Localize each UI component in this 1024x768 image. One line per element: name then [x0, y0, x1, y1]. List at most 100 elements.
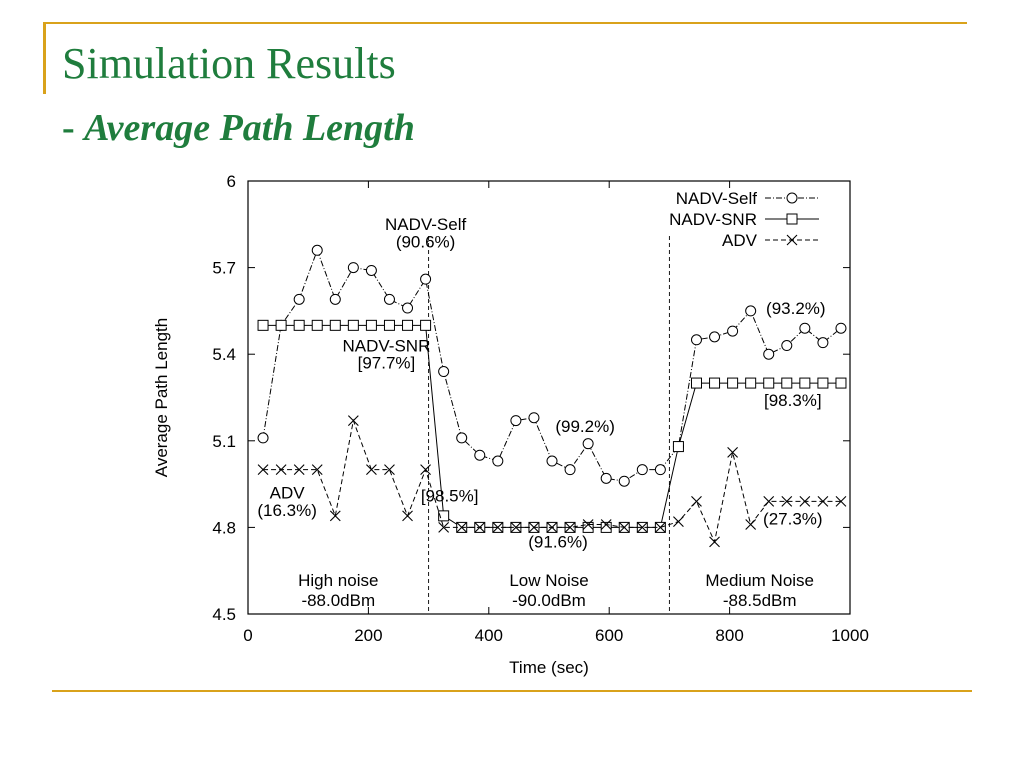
x-stroke: [636, 522, 648, 533]
data-point-adv: [384, 464, 395, 476]
x-stroke: [438, 522, 450, 533]
data-point-adv: [402, 510, 413, 522]
data-point-nadv-self: [365, 264, 377, 276]
legend-label: NADV-Self: [676, 189, 758, 208]
data-point-nadv-self: [510, 415, 522, 427]
data-point-nadv-self: [474, 449, 486, 461]
x-stroke: [347, 415, 359, 426]
chart-annotation: (93.2%): [766, 299, 826, 318]
x-tick-label: 0: [243, 626, 252, 645]
data-point-nadv-snr: [781, 377, 793, 389]
plot-frame: [247, 180, 851, 615]
slide-title: Simulation Results: [62, 39, 396, 88]
data-point-adv: [636, 522, 648, 533]
x-stroke: [727, 446, 738, 458]
data-point-nadv-self: [438, 366, 450, 378]
data-point-adv: [799, 496, 811, 507]
data-point-nadv-snr: [835, 377, 847, 389]
data-point-adv: [727, 446, 738, 458]
data-point-nadv-self: [835, 322, 847, 334]
data-point-nadv-snr: [709, 377, 721, 389]
legend-marker: [786, 234, 798, 246]
data-point-nadv-snr: [329, 319, 341, 331]
x-stroke: [402, 510, 413, 522]
data-point-nadv-self: [293, 293, 305, 305]
data-point-nadv-self: [420, 273, 432, 285]
bottom-rule: [52, 690, 972, 692]
x-stroke: [293, 464, 305, 476]
region-label: Medium Noise: [705, 571, 814, 590]
chart-annotation: ADV: [270, 484, 306, 503]
data-point-nadv-snr: [293, 319, 305, 331]
data-point-nadv-snr: [582, 521, 594, 533]
data-point-nadv-self: [690, 334, 702, 346]
y-tick-label: 4.8: [212, 518, 236, 537]
x-stroke: [546, 522, 558, 533]
data-point-adv: [329, 510, 341, 522]
data-point-nadv-self: [402, 302, 414, 314]
chart-annotation: NADV-Self: [385, 215, 467, 234]
x-stroke: [673, 516, 684, 528]
data-point-adv: [582, 519, 594, 530]
data-point-nadv-self: [636, 464, 648, 476]
region-level: -88.0dBm: [301, 591, 375, 610]
chart-annotation: (91.6%): [528, 533, 588, 552]
data-point-nadv-self: [492, 455, 504, 467]
data-point-nadv-self: [311, 244, 323, 256]
y-tick-label: 6: [227, 172, 236, 191]
data-point-nadv-snr: [690, 377, 702, 389]
data-point-nadv-self: [654, 464, 666, 476]
data-point-nadv-self: [799, 322, 811, 334]
data-point-adv: [474, 522, 486, 533]
data-point-nadv-self: [347, 262, 359, 274]
data-point-nadv-snr: [365, 319, 377, 331]
x-stroke: [528, 522, 540, 533]
data-point-adv: [564, 522, 576, 533]
data-point-adv: [347, 415, 359, 426]
data-point-nadv-self: [546, 455, 558, 467]
x-tick-label: 1000: [831, 626, 869, 645]
x-stroke: [817, 496, 829, 507]
data-point-nadv-self: [817, 337, 829, 349]
top-rule: [43, 22, 967, 24]
data-point-nadv-self: [257, 432, 269, 444]
region-level: -90.0dBm: [512, 591, 586, 610]
chart-annotation: [98.5%]: [421, 486, 479, 505]
legend-label: NADV-SNR: [669, 210, 757, 229]
subtitle-text: Average Path Length: [84, 107, 415, 149]
x-stroke: [786, 234, 798, 246]
chart-annotation: (90.6%): [396, 232, 456, 251]
data-point-adv: [420, 464, 431, 476]
data-point-adv: [835, 496, 847, 507]
data-point-nadv-self: [763, 348, 775, 360]
slide-subtitle: - Average Path Length: [62, 107, 415, 150]
data-point-nadv-snr: [420, 319, 432, 331]
data-point-nadv-snr: [311, 319, 323, 331]
x-axis-label: Time (sec): [509, 658, 589, 677]
legend-label: ADV: [722, 231, 758, 250]
x-stroke: [366, 464, 377, 476]
data-point-nadv-snr: [347, 319, 359, 331]
data-point-adv: [456, 522, 468, 533]
data-point-adv: [257, 464, 269, 476]
data-point-adv: [817, 496, 829, 507]
x-stroke: [745, 519, 757, 530]
x-stroke: [835, 496, 847, 507]
data-point-adv: [600, 519, 612, 530]
x-stroke: [600, 519, 612, 530]
left-accent-bar: [43, 22, 46, 94]
subtitle-dash: -: [62, 107, 85, 149]
data-point-nadv-self: [709, 331, 721, 343]
data-point-adv: [618, 522, 630, 533]
data-point-adv: [492, 522, 504, 533]
x-stroke: [510, 522, 522, 533]
x-stroke: [799, 496, 811, 507]
series-line-nadv-self: [262, 248, 842, 482]
x-tick-label: 800: [715, 626, 743, 645]
data-point-nadv-snr: [275, 319, 287, 331]
data-point-adv: [673, 516, 684, 528]
region-level: -88.5dBm: [723, 591, 797, 610]
chart-annotation: [98.3%]: [764, 391, 822, 410]
data-point-nadv-snr: [799, 377, 811, 389]
